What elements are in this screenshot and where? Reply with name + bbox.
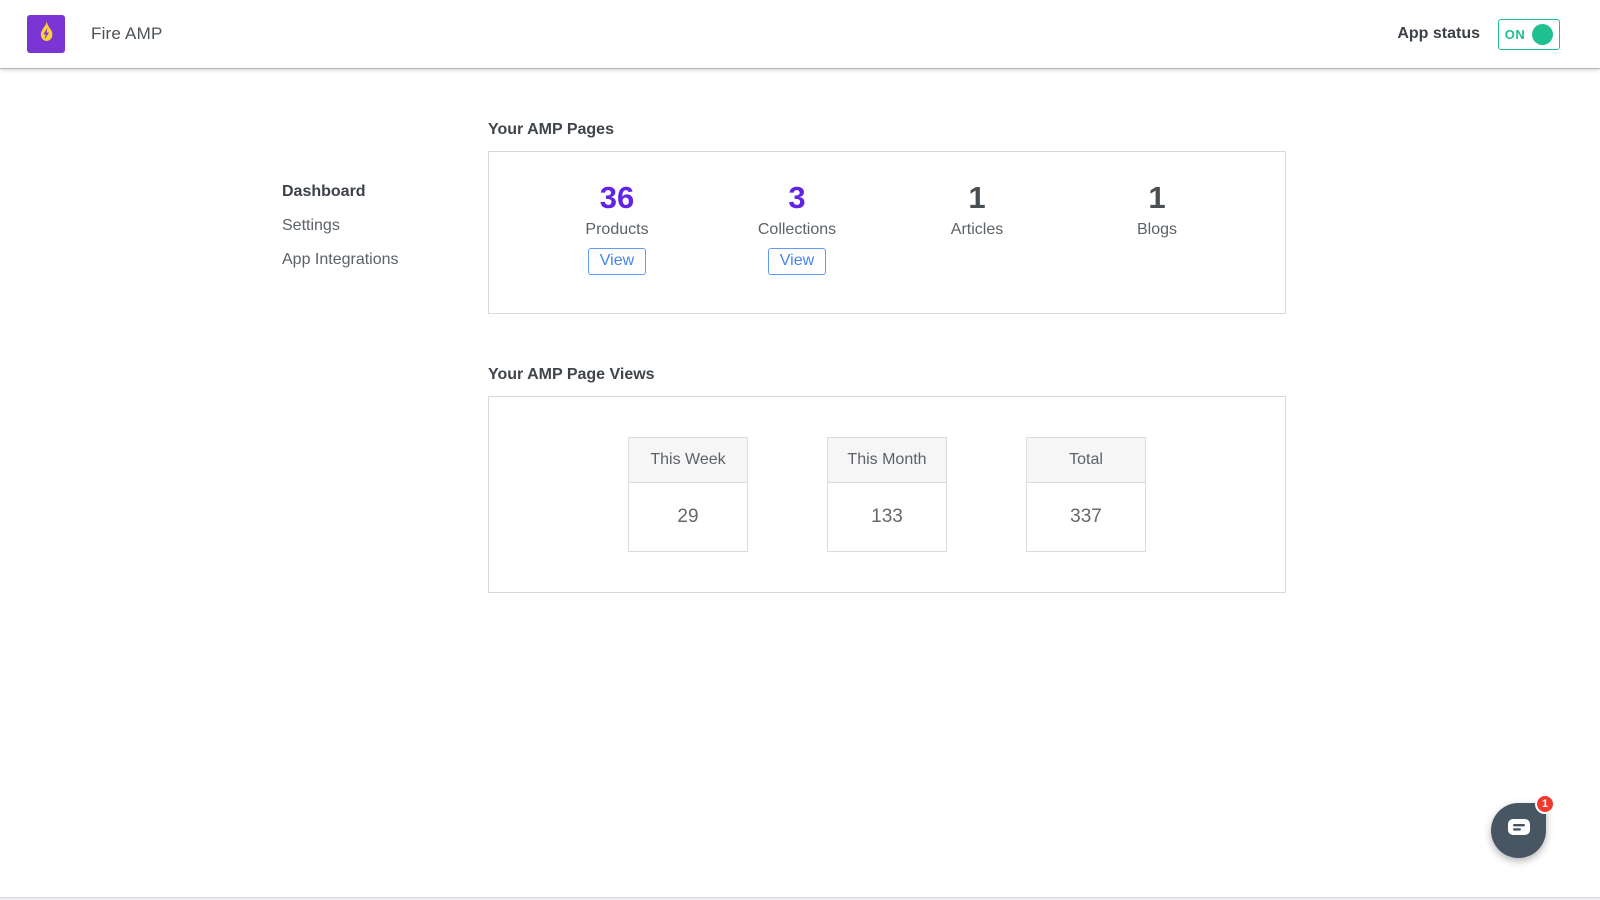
stat-collections: 3 Collections View — [707, 182, 887, 313]
views-table-month-value: 133 — [871, 506, 903, 527]
views-section-title: Your AMP Page Views — [488, 366, 655, 383]
sidebar-item-settings[interactable]: Settings — [282, 217, 340, 234]
app-status-label: App status — [1397, 25, 1480, 42]
page-views-card: This Week 29 This Month 133 Total 337 — [488, 396, 1286, 593]
stat-blogs: 1 Blogs — [1067, 182, 1247, 313]
app-header: Fire AMP App status ON — [0, 0, 1600, 69]
chat-unread-badge: 1 — [1535, 794, 1555, 814]
view-collections-button[interactable]: View — [767, 248, 827, 275]
views-table-week-value: 29 — [677, 506, 699, 527]
views-table-month: This Month 133 — [827, 437, 947, 552]
sidebar-nav: Dashboard Settings App Integrations — [282, 69, 488, 593]
views-table-week-header: This Week — [629, 438, 747, 483]
main-content: Your AMP Pages 36 Products View 3 Collec… — [488, 69, 1286, 593]
stat-articles-value: 1 — [968, 180, 986, 215]
page-layout: Dashboard Settings App Integrations Your… — [0, 69, 1600, 593]
stat-products-label: Products — [585, 221, 649, 238]
pages-section-title: Your AMP Pages — [488, 121, 614, 138]
stat-products-value: 36 — [599, 180, 635, 215]
toggle-state-text: ON — [1504, 26, 1526, 42]
stat-collections-value: 3 — [788, 180, 806, 215]
views-table-week: This Week 29 — [628, 437, 748, 552]
stat-blogs-label: Blogs — [1136, 221, 1178, 238]
chat-bubble-icon — [1507, 818, 1531, 843]
view-products-button[interactable]: View — [587, 248, 647, 275]
stat-products: 36 Products View — [527, 182, 707, 313]
stat-collections-label: Collections — [757, 221, 837, 238]
amp-pages-card: 36 Products View 3 Collections View 1 Ar… — [488, 151, 1286, 314]
stat-articles-label: Articles — [950, 221, 1004, 238]
views-table-total: Total 337 — [1026, 437, 1146, 552]
app-status-toggle[interactable]: ON — [1498, 18, 1560, 50]
sidebar-item-app-integrations[interactable]: App Integrations — [282, 251, 399, 268]
views-table-total-header: Total — [1027, 438, 1145, 483]
stat-articles: 1 Articles — [887, 182, 1067, 313]
chat-launcher-button[interactable]: 1 — [1491, 794, 1555, 858]
viewport-bottom-edge — [0, 897, 1600, 900]
views-table-month-header: This Month — [828, 438, 946, 483]
app-title: Fire AMP — [91, 24, 163, 43]
sidebar-item-dashboard[interactable]: Dashboard — [282, 183, 366, 200]
flame-icon — [32, 18, 60, 51]
toggle-knob-icon — [1532, 23, 1554, 45]
views-table-total-value: 337 — [1070, 506, 1102, 527]
app-logo — [27, 15, 65, 53]
stat-blogs-value: 1 — [1148, 180, 1166, 215]
